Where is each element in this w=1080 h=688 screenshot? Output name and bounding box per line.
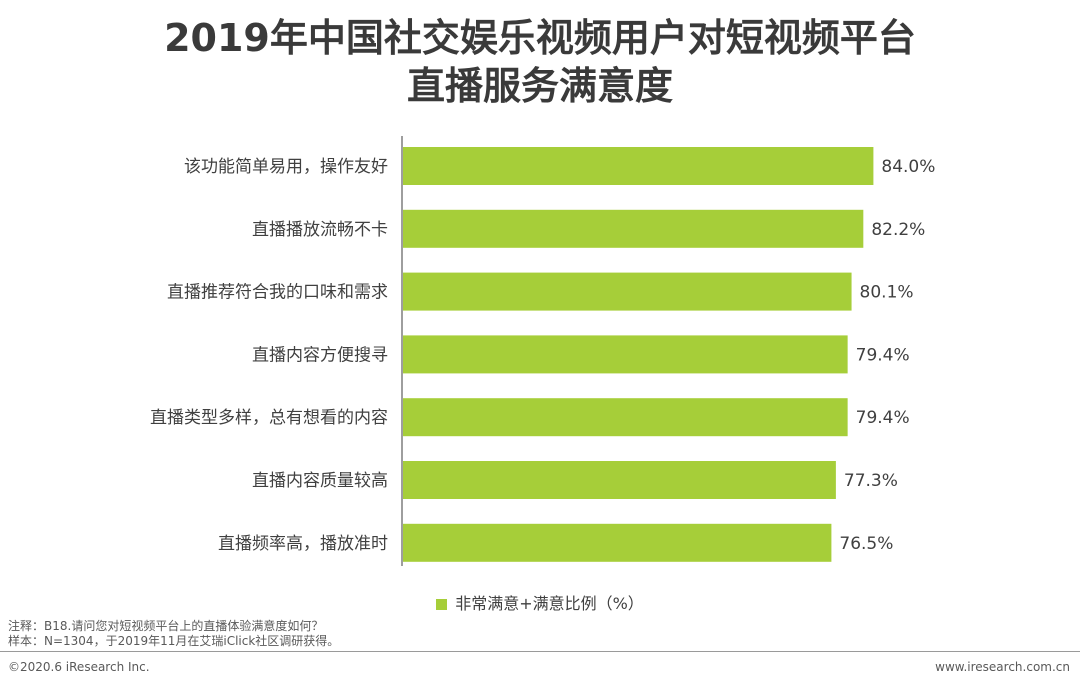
footer-website: www.iresearch.com.cn	[935, 660, 1070, 674]
value-label-1: 84.0%	[881, 157, 935, 177]
bar-2	[403, 209, 864, 248]
note-sample: 样本：N=1304，于2019年11月在艾瑞iClick社区调研获得。	[8, 634, 340, 648]
value-label-6: 77.3%	[844, 471, 898, 491]
legend-label: 非常满意+满意比例（%）	[455, 594, 644, 613]
category-label-3: 直播推荐符合我的口味和需求	[167, 283, 388, 303]
value-label-7: 76.5%	[839, 534, 893, 554]
chart-title: 2019年中国社交娱乐视频用户对短视频平台 直播服务满意度	[0, 14, 1080, 110]
bar-5	[403, 398, 848, 437]
category-label-7: 直播频率高，播放准时	[218, 534, 388, 554]
note-question: 注释：B18.请问您对短视频平台上的直播体验满意度如何？	[8, 619, 324, 633]
chart-title-line2: 直播服务满意度	[406, 64, 673, 108]
chart-notes: 注释：B18.请问您对短视频平台上的直播体验满意度如何？ 样本：N=1304，于…	[8, 619, 339, 649]
legend: 非常满意+满意比例（%）	[0, 590, 1080, 614]
legend-swatch	[436, 599, 448, 610]
category-label-6: 直播内容质量较高	[252, 471, 388, 491]
bar-6	[403, 461, 836, 499]
category-label-1: 该功能简单易用，操作友好	[184, 157, 388, 177]
bar-4	[403, 335, 848, 374]
footer-copyright: ©2020.6 iResearch Inc.	[8, 660, 150, 674]
category-label-5: 直播类型多样，总有想看的内容	[150, 408, 388, 428]
bar-1	[403, 147, 874, 185]
value-label-3: 80.1%	[860, 283, 914, 303]
value-label-2: 82.2%	[871, 220, 925, 240]
chart-title-line1: 2019年中国社交娱乐视频用户对短视频平台	[164, 16, 916, 60]
bar-7	[403, 523, 832, 562]
category-label-2: 直播播放流畅不卡	[252, 220, 388, 240]
value-label-5: 79.4%	[856, 408, 910, 428]
value-label-4: 79.4%	[856, 345, 910, 365]
bar-3	[403, 272, 852, 311]
footer-divider	[0, 651, 1080, 652]
category-label-4: 直播内容方便搜寻	[252, 345, 388, 365]
